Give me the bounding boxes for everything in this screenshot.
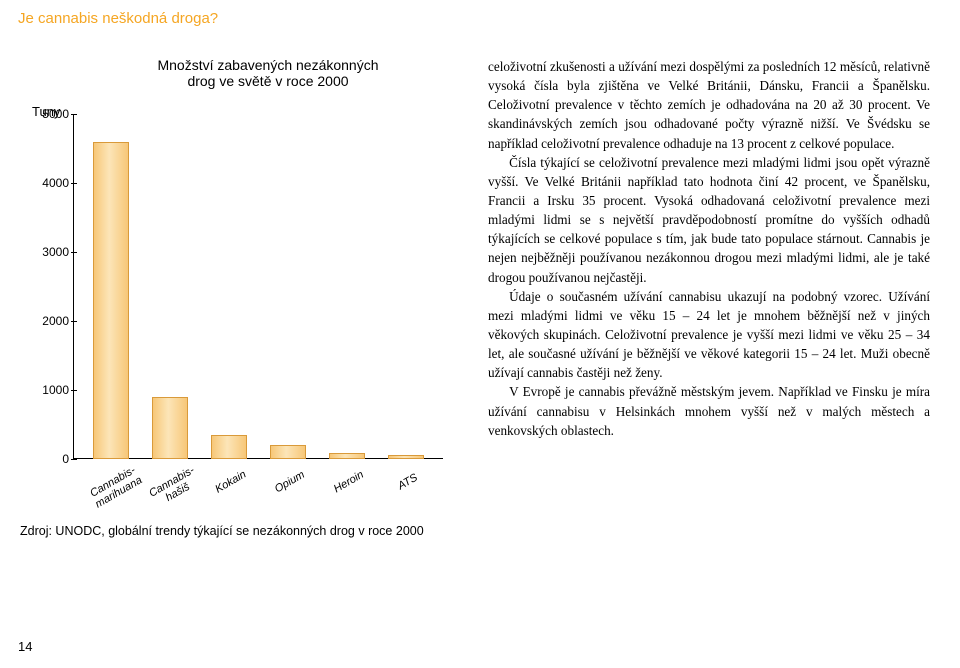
- chart-title-line2: drog ve světě v roce 2000: [187, 73, 348, 89]
- chart-bar: [211, 435, 247, 459]
- y-tick: 1000: [33, 383, 69, 397]
- paragraph-1: celoživotní zkušenosti a užívání mezi do…: [488, 57, 930, 153]
- chart-bar: [152, 397, 188, 459]
- y-tick: 0: [33, 452, 69, 466]
- chart-plot: [73, 114, 443, 459]
- chart-title-line1: Množství zabavených nezákonných: [157, 57, 378, 73]
- bar-slot: [376, 114, 435, 459]
- bar-slot: [140, 114, 199, 459]
- x-labels: Cannabis-marihuanaCannabis-hašišKokainOp…: [73, 466, 443, 514]
- page-number: 14: [18, 639, 32, 654]
- bar-slot: [317, 114, 376, 459]
- body-text: celoživotní zkušenosti a užívání mezi do…: [488, 57, 930, 538]
- bar-slot: [81, 114, 140, 459]
- y-tick: 2000: [33, 314, 69, 328]
- y-tick: 5000: [33, 107, 69, 121]
- page-header: Je cannabis neškodná droga?: [0, 0, 960, 27]
- chart-column: Množství zabavených nezákonných drog ve …: [18, 57, 458, 538]
- chart-bar: [329, 453, 365, 459]
- bar-slot: [258, 114, 317, 459]
- paragraph-2: Čísla týkající se celoživotní prevalence…: [488, 153, 930, 287]
- x-category-label: ATS: [377, 459, 452, 530]
- chart-bar: [270, 445, 306, 459]
- chart-source: Zdroj: UNODC, globální trendy týkající s…: [18, 524, 458, 538]
- y-tick: 4000: [33, 176, 69, 190]
- chart-area: Tuny 010002000300040005000 Cannabis-mari…: [18, 114, 458, 514]
- chart-bar: [388, 455, 424, 459]
- content-row: Množství zabavených nezákonných drog ve …: [0, 27, 960, 538]
- chart-bar: [93, 142, 129, 459]
- bar-slot: [199, 114, 258, 459]
- paragraph-3: Údaje o současném užívání cannabisu ukaz…: [488, 287, 930, 383]
- y-tick: 3000: [33, 245, 69, 259]
- paragraph-4: V Evropě je cannabis převážně městským j…: [488, 382, 930, 439]
- chart-title: Množství zabavených nezákonných drog ve …: [18, 57, 458, 89]
